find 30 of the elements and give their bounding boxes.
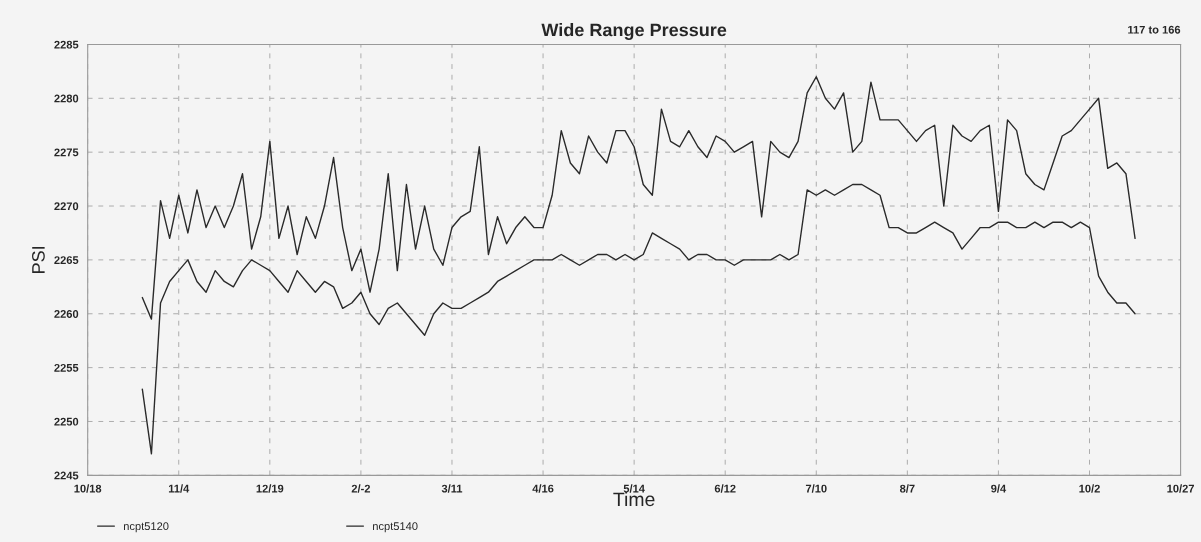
y-tick-label: 2270 — [54, 202, 79, 211]
x-tick-label: 7/10 — [805, 484, 827, 493]
x-tick-label: 4/16 — [532, 484, 554, 493]
x-tick-label: 10/27 — [1167, 484, 1194, 493]
y-tick-label: 2255 — [54, 363, 79, 372]
x-tick-label: 3/11 — [441, 484, 463, 493]
x-tick-label: 10/2 — [1079, 484, 1100, 493]
line-series — [141, 76, 1136, 320]
legend-label: ncpt5120 — [123, 522, 169, 533]
x-tick-label: 2/-2 — [351, 484, 371, 493]
text: 117 to 166 — [1128, 25, 1181, 34]
x-tick-label: 10/18 — [74, 484, 102, 493]
x-tick-label: 11/4 — [168, 484, 190, 493]
x-tick-label: 12/19 — [256, 484, 284, 493]
x-tick-label: 9/4 — [991, 484, 1007, 493]
y-tick-label: 2265 — [54, 256, 79, 265]
line-series — [141, 183, 1136, 455]
y-axis-title: PSI — [32, 247, 45, 273]
x-tick-label: 8/7 — [899, 484, 915, 493]
y-tick-label: 2260 — [54, 310, 79, 318]
y-tick-label: 2275 — [54, 148, 79, 157]
y-tick-label: 2280 — [54, 94, 79, 103]
x-tick-label: 5/14 — [623, 484, 645, 493]
x-axis-title: Time — [613, 491, 655, 507]
chart-title: Wide Range Pressure — [541, 23, 727, 40]
y-tick-label: 2245 — [54, 471, 79, 480]
legend-label: ncpt5140 — [373, 522, 418, 533]
x-tick-label: 6/12 — [714, 484, 736, 493]
y-tick-label: 2285 — [54, 40, 79, 49]
y-tick-label: 2250 — [54, 417, 79, 426]
